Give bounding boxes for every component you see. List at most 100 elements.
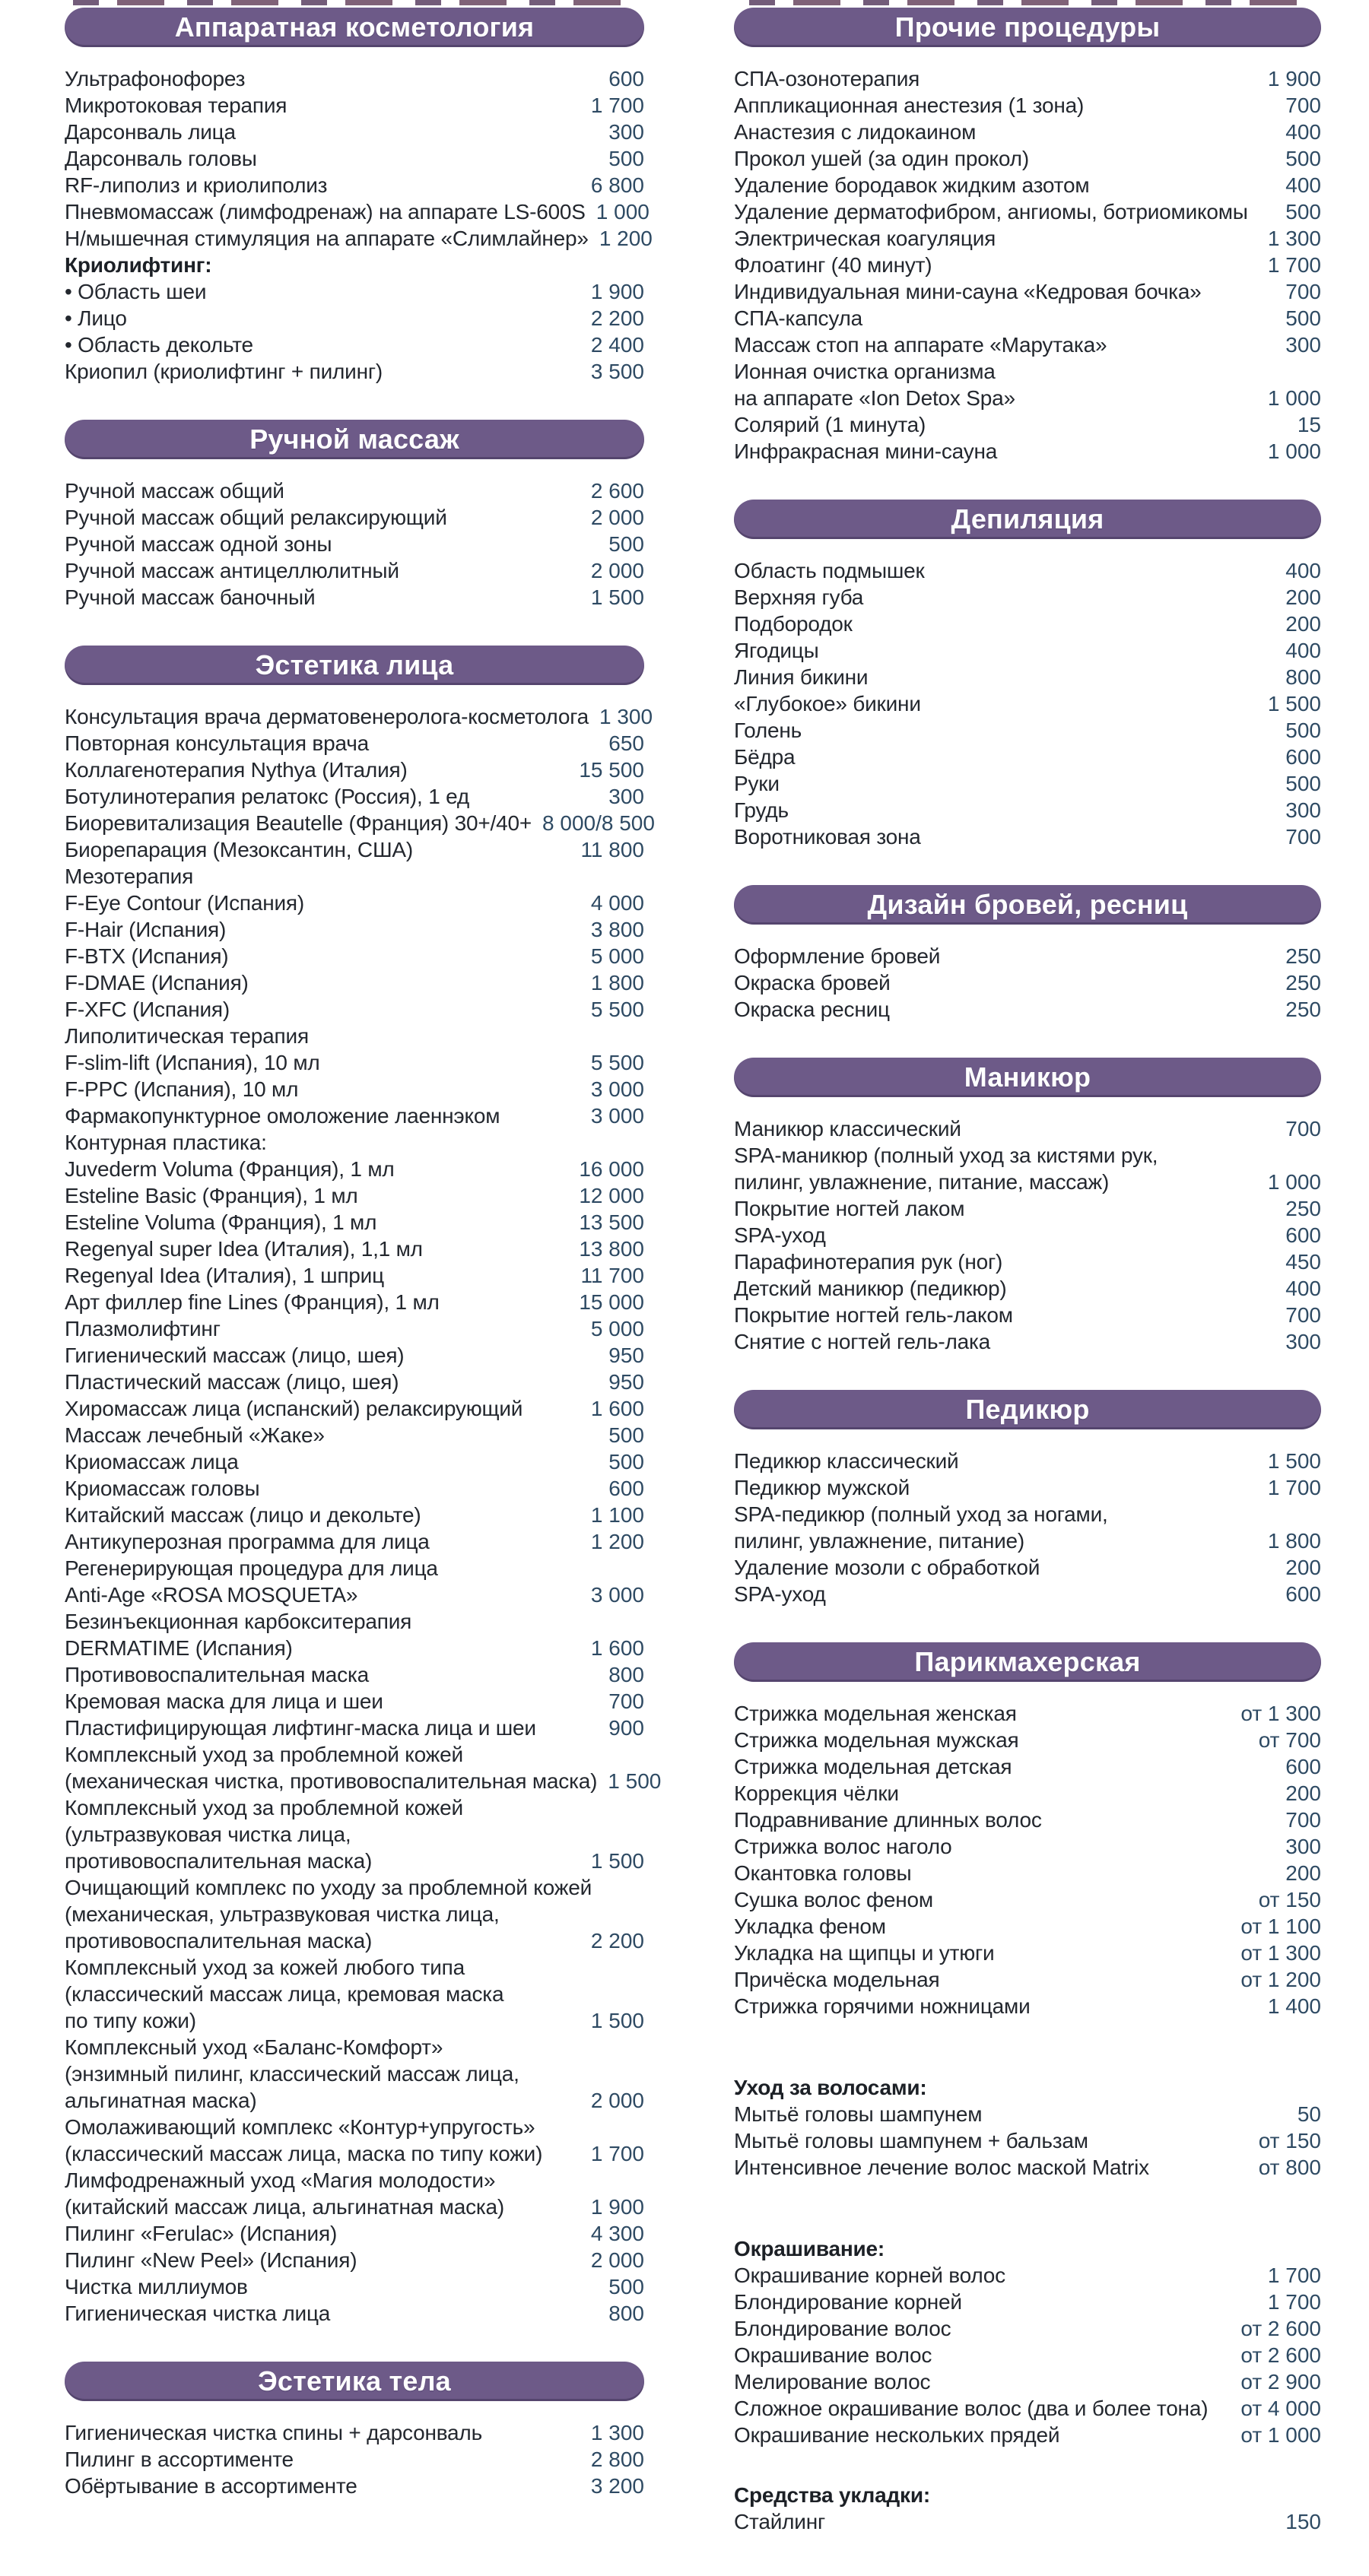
item-row: Биорепарация (Мезоксантин, США) 11 800	[65, 836, 644, 863]
item-label: Ботулинотерапия релатокс (Россия), 1 ед	[65, 785, 470, 808]
item-label: Пилинг в ассортименте	[65, 2448, 294, 2471]
item-price: 2 600	[590, 479, 644, 503]
item-price: 1 000	[1267, 386, 1321, 410]
item-row: пилинг, увлажнение, питание, массаж) 1 00…	[734, 1169, 1321, 1195]
item-price: 200	[1285, 1861, 1321, 1885]
item-label: Интенсивное лечение волос маской Matrix	[734, 2156, 1149, 2179]
item-price: 500	[608, 1423, 644, 1447]
item-label: F-Hair (Испания)	[65, 918, 227, 941]
item-price: 1 300	[1267, 227, 1321, 250]
section-header: Прочие процедуры	[734, 8, 1321, 47]
item-row: Фармакопунктурное омоложение лаеннэком 3 …	[65, 1102, 644, 1129]
item-row: Блондирование корней 1 700	[734, 2289, 1321, 2315]
item-row: Гигиеническая чистка лица 800	[65, 2300, 644, 2327]
item-price: 1 700	[1267, 1476, 1321, 1499]
item-row: Окраска бровей 250	[734, 969, 1321, 996]
item-row: Удаление бородавок жидким азотом 400	[734, 172, 1321, 198]
item-row: Грудь 300	[734, 797, 1321, 823]
item-price: 500	[1285, 147, 1321, 170]
section-title: Эстетика лица	[255, 649, 454, 680]
item-row: противовоспалительная маска) 2 200	[65, 1927, 644, 1954]
item-price: от 1 300	[1240, 1941, 1321, 1965]
item-price: от 1 000	[1240, 2423, 1321, 2447]
item-price: 11 800	[580, 838, 644, 861]
section-right-3: Маникюр Маникюр классический 700 SPA-маникю…	[734, 1058, 1321, 1355]
item-price: 1 500	[1267, 1449, 1321, 1473]
item-row: Ручной массаж антицеллюлитный 2 000	[65, 557, 644, 584]
item-price: 4 300	[590, 2222, 644, 2245]
item-label: Anti-Age «ROSA MOSQUETA»	[65, 1583, 358, 1607]
item-row: F-Hair (Испания) 3 800	[65, 916, 644, 943]
item-label: Чистка миллиумов	[65, 2275, 248, 2298]
item-label: Пневмомассаж (лимфодренаж) на аппарате L…	[65, 200, 586, 224]
item-label: Криопил (криолифтинг + пилинг)	[65, 360, 383, 383]
item-row: Инфракрасная мини-сауна 1 000	[734, 438, 1321, 465]
item-label: пилинг, увлажнение, питание, массаж)	[734, 1170, 1110, 1194]
item-row: Коррекция чёлки 200	[734, 1780, 1321, 1807]
item-row: F-Eye Contour (Испания) 4 000	[65, 890, 644, 916]
section-title: Парикмахерская	[914, 1646, 1141, 1677]
item-row: Стрижка модельная женская от 1 300	[734, 1700, 1321, 1727]
section-title: Прочие процедуры	[894, 11, 1161, 43]
item-label: Гигиенический массаж (лицо, шея)	[65, 1344, 405, 1367]
item-row: Арт филлер fine Lines (Франция), 1 мл 15 …	[65, 1289, 644, 1315]
item-price: 16 000	[579, 1157, 644, 1181]
item-row: Солярий (1 минута) 15	[734, 411, 1321, 438]
item-row: Липолитическая терапия	[65, 1023, 644, 1049]
item-label: Стрижка волос наголо	[734, 1835, 952, 1858]
item-label: Консультация врача дерматовенеролога-кос…	[65, 705, 589, 728]
section-title: Педикюр	[965, 1394, 1090, 1425]
item-label: Аппликационная анестезия (1 зона)	[734, 94, 1085, 117]
item-row: Массаж лечебный «Жаке» 500	[65, 1422, 644, 1448]
item-row: Ручной массаж общий 2 600	[65, 477, 644, 504]
item-price: 950	[608, 1344, 644, 1367]
item-row: (механическая чистка, противовоспалитель…	[65, 1768, 661, 1794]
section-header: Дизайн бровей, ресниц	[734, 885, 1321, 925]
item-row: Индивидуальная мини-сауна «Кедровая бочк…	[734, 278, 1321, 305]
item-row: F-XFC (Испания) 5 500	[65, 996, 644, 1023]
item-price: 3 000	[590, 1583, 644, 1607]
item-label: «Глубокое» бикини	[734, 692, 921, 715]
item-label: Педикюр мужской	[734, 1476, 910, 1499]
item-price: 3 000	[590, 1104, 644, 1128]
item-label: Блондирование корней	[734, 2290, 962, 2314]
item-price: 300	[608, 785, 644, 808]
section-left-1: Ручной массаж Ручной массаж общий 2 600 Руч…	[65, 420, 644, 611]
item-price: 2 000	[590, 2089, 644, 2112]
item-price: 15	[1297, 413, 1321, 436]
item-row: Криомассаж лица 500	[65, 1448, 644, 1475]
item-row: (классический массаж лица, кремовая маск…	[65, 1981, 644, 2007]
item-price: 700	[608, 1689, 644, 1713]
item-price: 700	[1285, 1303, 1321, 1327]
item-row: Сушка волос феном от 150	[734, 1886, 1321, 1913]
item-price: 13 500	[579, 1210, 644, 1234]
item-price: 200	[1285, 1556, 1321, 1579]
item-row: Интенсивное лечение волос маской Matrix о…	[734, 2154, 1321, 2181]
item-row: Ягодицы 400	[734, 637, 1321, 664]
item-label: Фармакопунктурное омоложение лаеннэком	[65, 1104, 500, 1128]
item-label: Парафинотерапия рук (ног)	[734, 1250, 1003, 1274]
right-column: Прочие процедуры СПА-озонотерапия 1 900 Апп…	[734, 0, 1321, 2535]
item-label: Криолифтинг:	[65, 253, 212, 277]
item-row: Блондирование волос от 2 600	[734, 2315, 1321, 2342]
item-price: от 700	[1258, 1728, 1321, 1752]
section-header: Ручной массаж	[65, 420, 644, 459]
item-price: от 2 900	[1240, 2370, 1321, 2394]
item-row: Удаление мозоли с обработкой 200	[734, 1554, 1321, 1581]
item-price: 1 800	[1267, 1529, 1321, 1553]
item-row: Ручной массаж одной зоны 500	[65, 531, 644, 557]
item-price: от 1 200	[1240, 1968, 1321, 1991]
item-row: Хиромассаж лица (испанский) релаксирующи…	[65, 1395, 644, 1422]
item-label: Пластический массаж (лицо, шея)	[65, 1370, 399, 1394]
item-label: Esteline Voluma (Франция), 1 мл	[65, 1210, 377, 1234]
item-label: Удаление дерматофибром, ангиомы, ботриом…	[734, 200, 1248, 224]
item-price: 2 000	[590, 559, 644, 582]
item-label: Лимфодренажный уход «Магия молодости»	[65, 2168, 496, 2192]
item-price: от 1 300	[1240, 1702, 1321, 1725]
item-price: 500	[1285, 772, 1321, 795]
item-row: Обёртывание в ассортименте 3 200	[65, 2473, 644, 2499]
item-label: Покрытие ногтей гель-лаком	[734, 1303, 1013, 1327]
item-price: 400	[1285, 120, 1321, 144]
item-price: 1 700	[1267, 253, 1321, 277]
